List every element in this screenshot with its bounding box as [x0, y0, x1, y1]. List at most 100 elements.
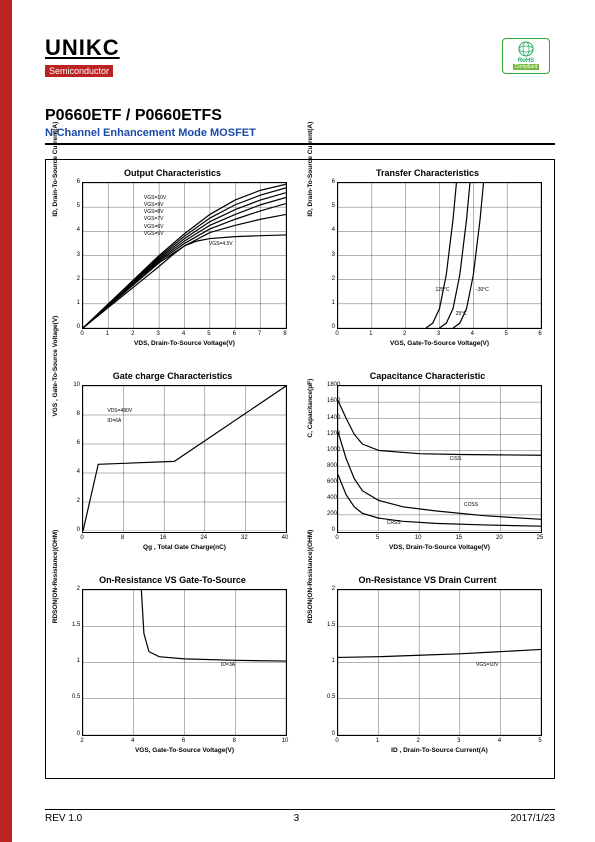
y-tick: 0.5	[72, 694, 80, 700]
x-tick: 5	[376, 535, 379, 541]
x-tick: 2	[403, 331, 406, 337]
chart-annotation: VGS=10V	[476, 662, 498, 668]
chart-annotation: ID=6A	[107, 418, 121, 424]
charts-grid: Output CharacteristicsID, Drain-To-Sourc…	[45, 159, 555, 779]
part-description: N-Channel Enhancement Mode MOSFET	[45, 127, 555, 139]
chart-series	[338, 401, 541, 456]
x-tick: 3	[437, 331, 440, 337]
y-axis-label: C, Capacitance(pF)	[307, 379, 314, 438]
x-tick: 6	[538, 331, 541, 337]
x-tick: 4	[131, 738, 134, 744]
x-tick: 20	[496, 535, 503, 541]
footer-page: 3	[294, 813, 300, 824]
chart-title: On-Resistance VS Drain Current	[309, 575, 546, 585]
chart-annotation: CRSS	[387, 520, 401, 526]
page-container: UNIKC Semiconductor RoHS Compliant P0660…	[0, 0, 595, 842]
y-tick: 200	[327, 511, 335, 517]
x-tick: 10	[282, 738, 289, 744]
chart: Transfer CharacteristicsID, Drain-To-Sou…	[309, 168, 546, 363]
y-tick: 4	[72, 469, 80, 475]
chart-annotation: VGS=7V	[144, 216, 164, 222]
y-tick: 5	[72, 203, 80, 209]
x-tick: 5	[207, 331, 210, 337]
y-tick: 1	[72, 300, 80, 306]
logo-text: UNIKC	[45, 35, 555, 61]
x-axis-label: ID , Drain-To-Source Current(A)	[337, 747, 542, 754]
x-tick: 5	[538, 738, 541, 744]
y-tick: 3	[72, 252, 80, 258]
x-tick: 1	[106, 331, 109, 337]
chart-annotation: ID=3A	[221, 662, 235, 668]
y-axis-label: ID, Drain-To-Source Current(A)	[52, 121, 59, 216]
chart-series	[338, 475, 541, 527]
x-tick: 5	[504, 331, 507, 337]
chart-axes: ID=3A	[82, 589, 287, 736]
x-tick: 6	[182, 738, 185, 744]
chart-title: Gate charge Characteristics	[54, 371, 291, 381]
y-tick: 400	[327, 495, 335, 501]
x-tick: 4	[498, 738, 501, 744]
x-tick: 16	[160, 535, 167, 541]
chart-plot: VGS , Gate-To-Source Voltage(V)Qg , Tota…	[54, 383, 291, 550]
chart-annotation: -30°C	[476, 287, 489, 293]
chart-annotation: CISS	[450, 456, 462, 462]
y-tick: 4	[72, 227, 80, 233]
chart-annotation: VGS=10V	[144, 195, 166, 201]
y-tick: 0	[327, 731, 335, 737]
chart-axes: 125°C-30°C25°C	[337, 182, 542, 329]
chart-svg	[338, 590, 541, 735]
x-axis-label: VGS, Gate-To-Source Voltage(V)	[337, 340, 542, 347]
chart-axes: CISSCOSSCRSS	[337, 385, 542, 532]
chart: On-Resistance VS Gate-To-SourceRDSON(ON-…	[54, 575, 291, 770]
y-tick: 5	[327, 203, 335, 209]
x-tick: 8	[121, 535, 124, 541]
x-tick: 0	[335, 535, 338, 541]
x-tick: 4	[471, 331, 474, 337]
chart-plot: ID, Drain-To-Source Current(A)VGS, Gate-…	[309, 180, 546, 347]
y-tick: 8	[72, 411, 80, 417]
chart-svg	[338, 183, 541, 328]
chart-axes: VGS=10V	[337, 589, 542, 736]
chart-svg	[338, 386, 541, 531]
x-tick: 3	[156, 331, 159, 337]
title-block: P0660ETF / P0660ETFS N-Channel Enhanceme…	[45, 107, 555, 145]
y-tick: 6	[72, 179, 80, 185]
x-axis-label: Qg , Total Gate Charge(nC)	[82, 544, 287, 551]
y-tick: 0	[327, 527, 335, 533]
chart-title: Capacitance Characteristic	[309, 371, 546, 381]
y-tick: 1	[327, 300, 335, 306]
y-axis-label: RDSON(ON-Resistance)(OHM)	[52, 530, 59, 624]
chart-annotation: 125°C	[435, 287, 449, 293]
x-tick: 0	[80, 331, 83, 337]
x-tick: 2	[80, 738, 83, 744]
y-tick: 1	[72, 658, 80, 664]
y-axis-label: RDSON(ON-Resistance)(OHM)	[307, 530, 314, 624]
footer-rev: REV 1.0	[45, 813, 82, 824]
y-tick: 1400	[327, 415, 335, 421]
y-tick: 0	[72, 527, 80, 533]
y-tick: 4	[327, 227, 335, 233]
x-tick: 10	[415, 535, 422, 541]
x-tick: 40	[282, 535, 289, 541]
y-tick: 0	[327, 324, 335, 330]
chart-svg	[83, 183, 286, 328]
chart-series	[338, 432, 541, 519]
chart-svg	[83, 590, 286, 735]
chart: Gate charge Characteristics VGS , Gate-To…	[54, 371, 291, 566]
red-band	[0, 0, 12, 842]
x-tick: 1	[376, 738, 379, 744]
y-tick: 10	[72, 382, 80, 388]
y-tick: 0	[72, 731, 80, 737]
chart-annotation: VGS=5V	[144, 231, 164, 237]
chart-axes: VGS=10VVGS=9VVGS=8VVGS=7VVGS=6VVGS=5VVGS…	[82, 182, 287, 329]
y-tick: 600	[327, 479, 335, 485]
chart: On-Resistance VS Drain CurrentRDSON(ON-R…	[309, 575, 546, 770]
chart-series	[141, 590, 286, 661]
logo-subtitle: Semiconductor	[45, 65, 113, 77]
y-axis-label: ID, Drain-To-Source Current(A)	[307, 121, 314, 216]
globe-icon	[515, 41, 537, 57]
y-tick: 1.5	[72, 622, 80, 628]
x-tick: 2	[417, 738, 420, 744]
x-tick: 6	[233, 331, 236, 337]
y-tick: 1	[327, 658, 335, 664]
